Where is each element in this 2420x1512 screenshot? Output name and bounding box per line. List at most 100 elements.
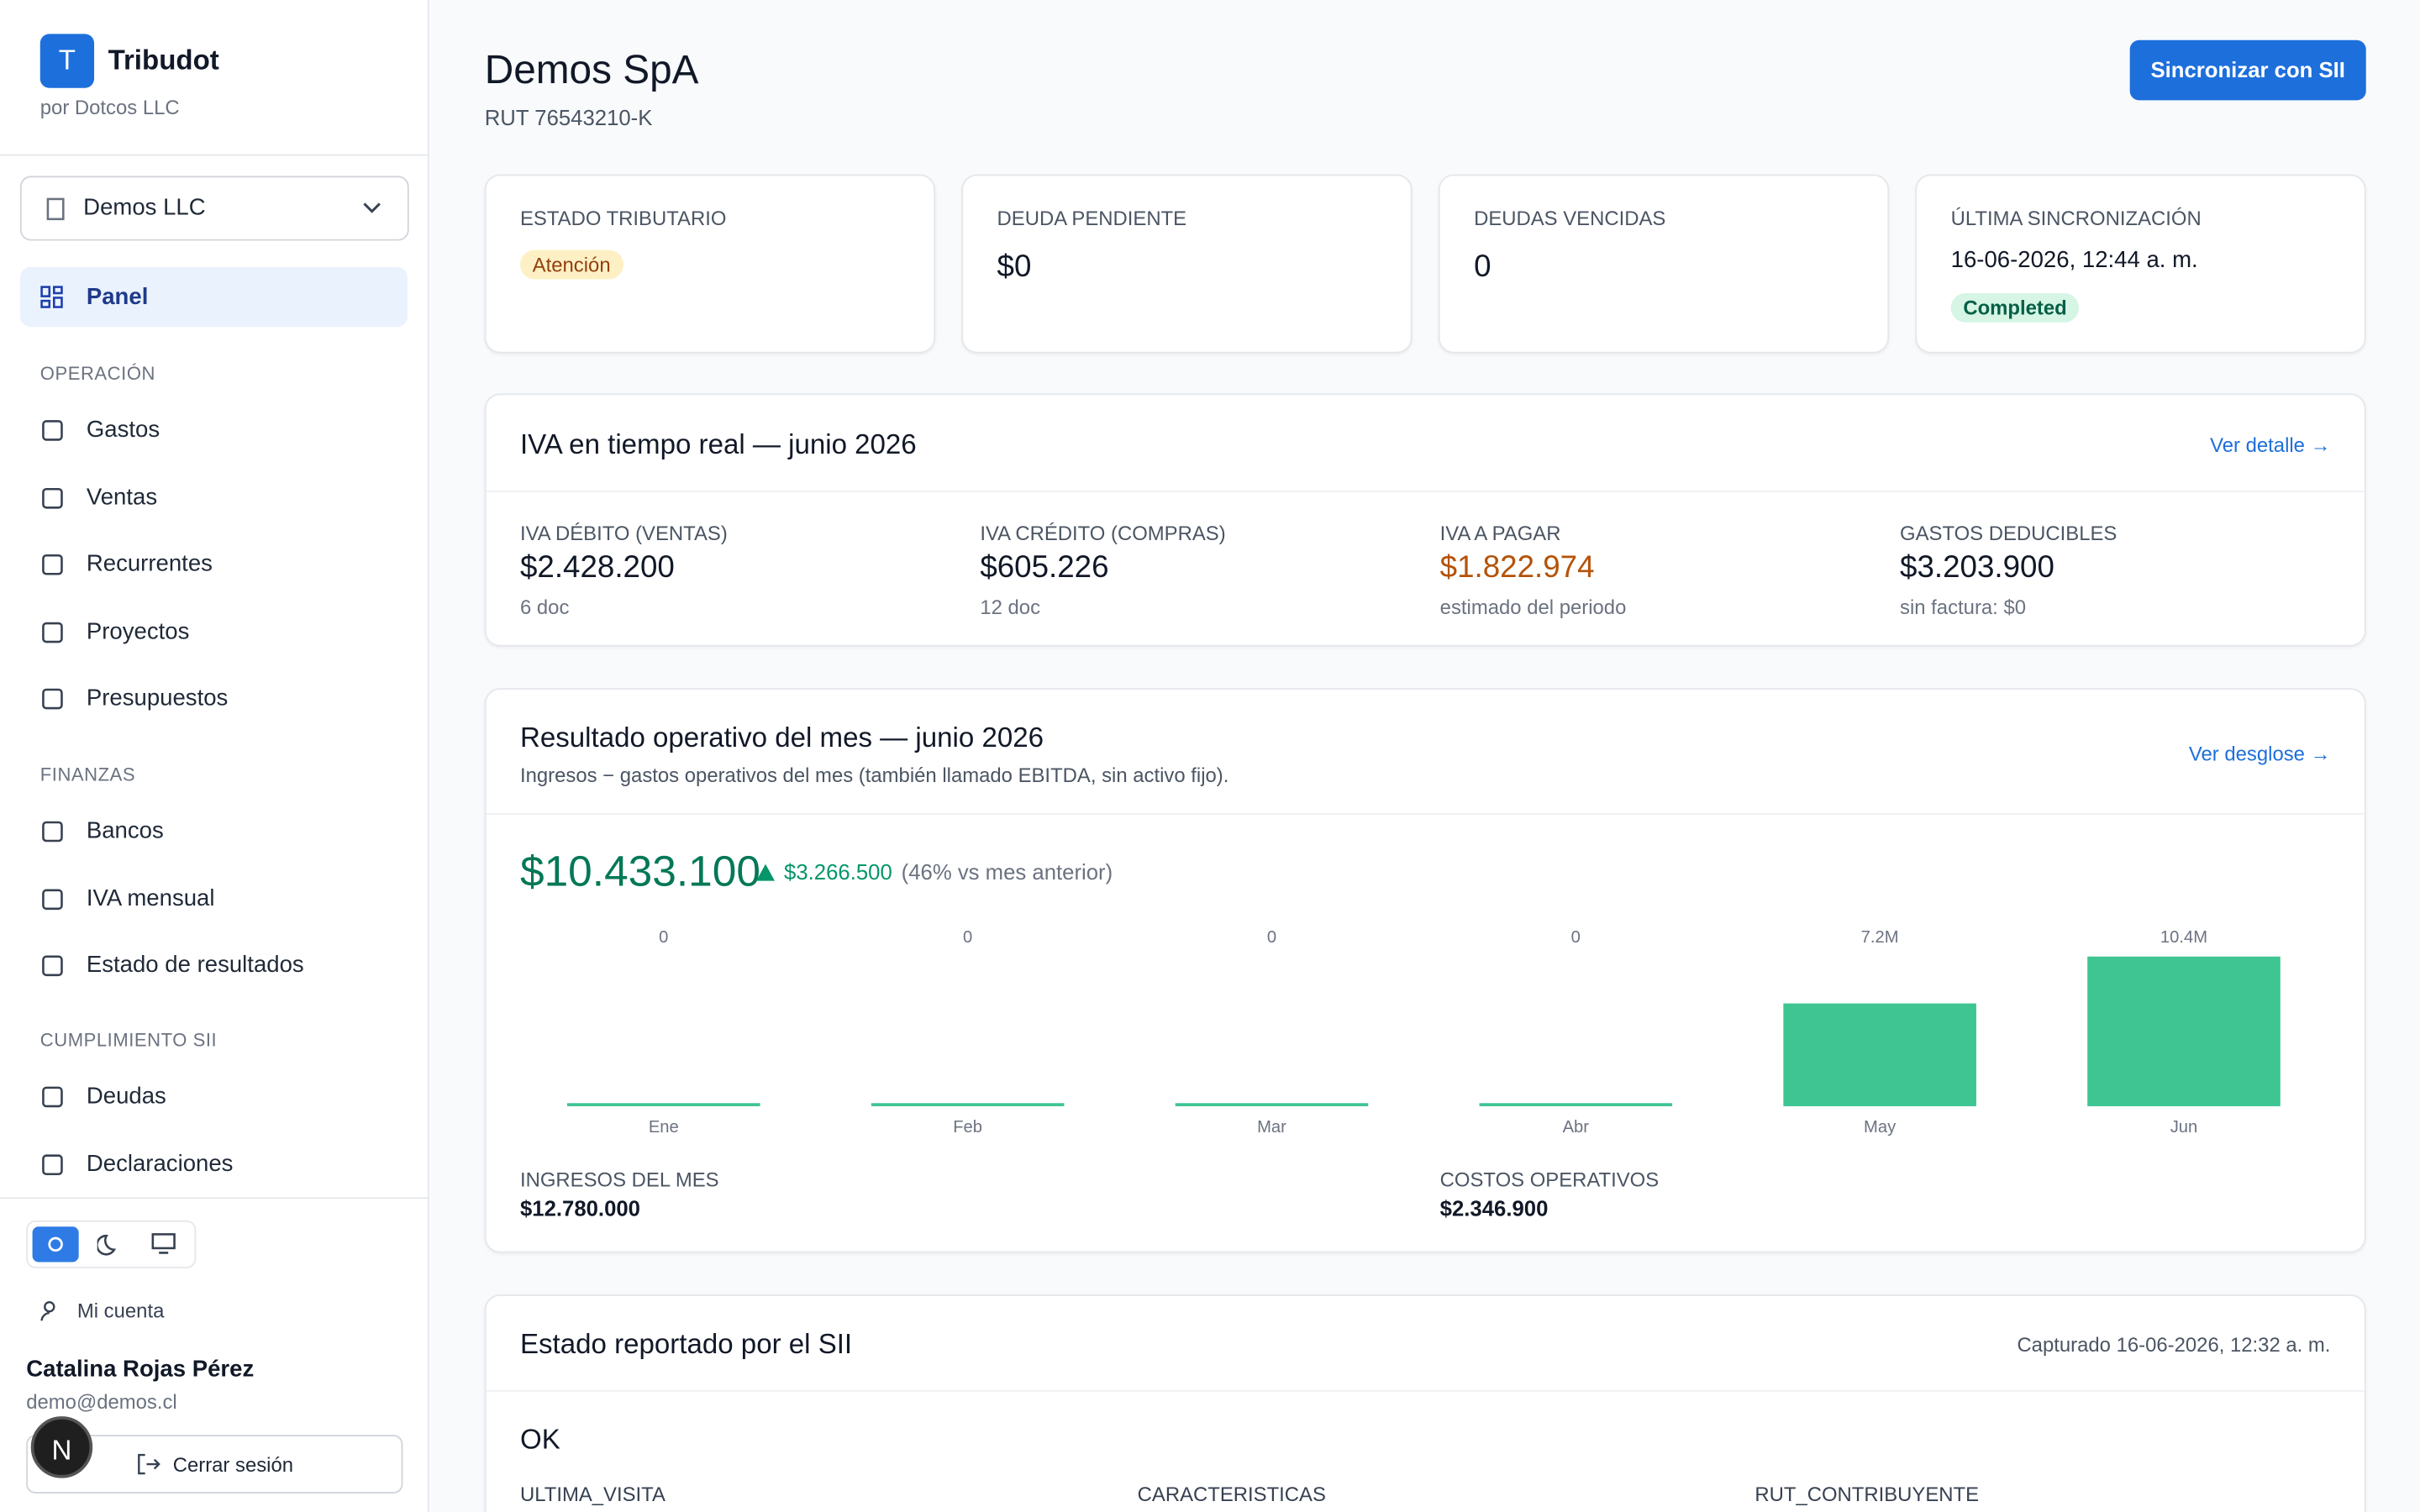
account-link[interactable]: Mi cuenta [76,1299,165,1323]
nav-label: Recurrentes [86,550,213,577]
nav-item[interactable]: IVA mensual [20,871,408,927]
nav-label: IVA mensual [86,885,215,911]
status-badge: Completed [1950,292,2080,323]
stat-card: ESTADO TRIBUTARIO Atención [484,174,936,354]
bar-chart: 0 Ene 0 Feb 0 Mar 0 Abr 7.2M May 10.4M Jun [567,928,2281,1137]
nav-label: Panel [86,283,149,311]
stat-value: $0 [997,249,1032,284]
dev-badge[interactable]: N [30,1416,93,1478]
divider [0,1197,428,1200]
theme-dark[interactable] [97,1231,122,1256]
value-label: 0 [1267,928,1276,947]
iva-label: GASTOS DEDUCIBLES [1900,521,2118,545]
sii-card: Estado reportado por el SII Capturado 16… [484,1294,2366,1512]
nav-icon [42,420,63,441]
x-tick-label: Feb [953,1118,982,1137]
value-label: 10.4M [2160,928,2207,947]
bar [1479,1103,1673,1106]
separator [486,491,2365,492]
up-arrow [756,864,776,881]
sii-column: CARACTERISTICAS [1137,1483,1326,1506]
footer-value: $12.780.000 [519,1195,640,1221]
nav-label: Gastos [86,416,160,444]
iva-label: IVA CRÉDITO (COMPRAS) [980,521,1226,545]
card-link[interactable]: Ver detalle → [2210,433,2331,457]
separator [486,1389,2365,1392]
stat-value: 0 [1474,249,1491,284]
card-title: Estado reportado por el SII [519,1328,853,1360]
nav-icon [42,821,63,843]
result-change-note: (46% vs mes anterior) [901,859,1113,885]
brand-name[interactable]: Tribudot [108,45,219,76]
brand-by: por Dotcos LLC [39,95,180,119]
captured: Capturado 16-06-2026, 12:32 a. m. [2017,1332,2331,1357]
grid-icon [40,286,63,308]
iva-note: 6 doc [519,595,570,619]
iva-card: IVA en tiempo real — junio 2026 Ver deta… [484,393,2366,647]
stat-card: ÚLTIMA SINCRONIZACIÓN 16-06-2026, 12:44 a… [1915,174,2366,354]
nav-label: Deudas [86,1083,166,1110]
theme-system[interactable] [151,1231,176,1256]
user-icon [40,1301,55,1321]
nav-item[interactable]: Ventas [20,470,408,525]
sii-status: OK [519,1424,560,1456]
iva-note: sin factura: $0 [1900,595,2027,619]
company-select[interactable]: Demos LLC [19,176,409,241]
status-badge: Atención [519,249,623,280]
nav-item[interactable]: Gastos [20,402,408,458]
nav-icon [42,554,63,575]
theme-light[interactable] [32,1226,79,1263]
result-card: Resultado operativo del mes — junio 2026… [484,688,2366,1253]
x-tick-label: May [1864,1118,1897,1137]
logo[interactable]: T [39,34,95,88]
company-name: Demos LLC [83,194,206,221]
iva-note: 12 doc [980,595,1041,619]
page-title: Demos SpA [484,46,699,93]
stat-value: 16-06-2026, 12:44 a. m. [1950,246,2198,274]
nav-icon [42,1153,63,1175]
nav-icon [42,688,63,710]
logout-button[interactable]: Cerrar sesión [26,1435,403,1494]
nav-item[interactable]: Recurrentes [20,537,408,592]
bar [2087,956,2281,1106]
user-name: Catalina Rojas Pérez [26,1356,255,1383]
card-title: IVA en tiempo real — junio 2026 [519,428,917,460]
nav-icon [42,621,63,643]
nav-icon [42,1086,63,1108]
card-subtitle: Ingresos − gastos operativos del mes (ta… [519,764,1229,787]
nav-item[interactable]: Presupuestos [20,671,408,727]
bar [1783,1003,1976,1106]
nav-label: Presupuestos [86,685,229,711]
sync-button[interactable]: Sincronizar con SII [2129,39,2366,101]
stat-label: ÚLTIMA SINCRONIZACIÓN [1950,207,2202,230]
nav-label: Estado de resultados [86,952,304,979]
footer-label: INGRESOS DEL MES [519,1168,719,1191]
sii-column: ULTIMA_VISITA [519,1483,666,1506]
nav-icon [42,888,63,910]
nav-label: Declaraciones [86,1150,234,1177]
iva-note: estimado del periodo [1439,595,1627,619]
sidebar: T Tribudot por Dotcos LLC Demos LLC Pane… [0,0,429,1512]
sii-column: RUT_CONTRIBUYENTE [1754,1483,1980,1506]
theme-toggle [26,1220,197,1268]
iva-label: IVA A PAGAR [1439,521,1561,545]
divider [0,154,428,156]
nav-item[interactable]: Proyectos [20,604,408,659]
nav-item[interactable]: Deudas [20,1069,408,1125]
result-change: $3.266.500 [784,859,892,885]
iva-value: $1.822.974 [1439,550,1595,585]
nav-active[interactable]: Panel [19,266,408,328]
stat-label: DEUDA PENDIENTE [997,207,1187,230]
iva-value: $2.428.200 [519,550,675,585]
bar [1175,1103,1369,1106]
stat-label: DEUDAS VENCIDAS [1474,207,1666,230]
card-link[interactable]: Ver desglose → [2188,742,2331,766]
iva-label: IVA DÉBITO (VENTAS) [519,521,728,545]
nav-item[interactable]: Bancos [20,804,408,859]
logout-icon [138,1453,160,1475]
value-label: 0 [659,928,668,947]
nav-item[interactable]: Declaraciones [20,1137,408,1192]
bar [567,1103,760,1106]
nav-item[interactable]: Estado de resultados [20,938,408,994]
iva-value: $3.203.900 [1900,550,2054,585]
